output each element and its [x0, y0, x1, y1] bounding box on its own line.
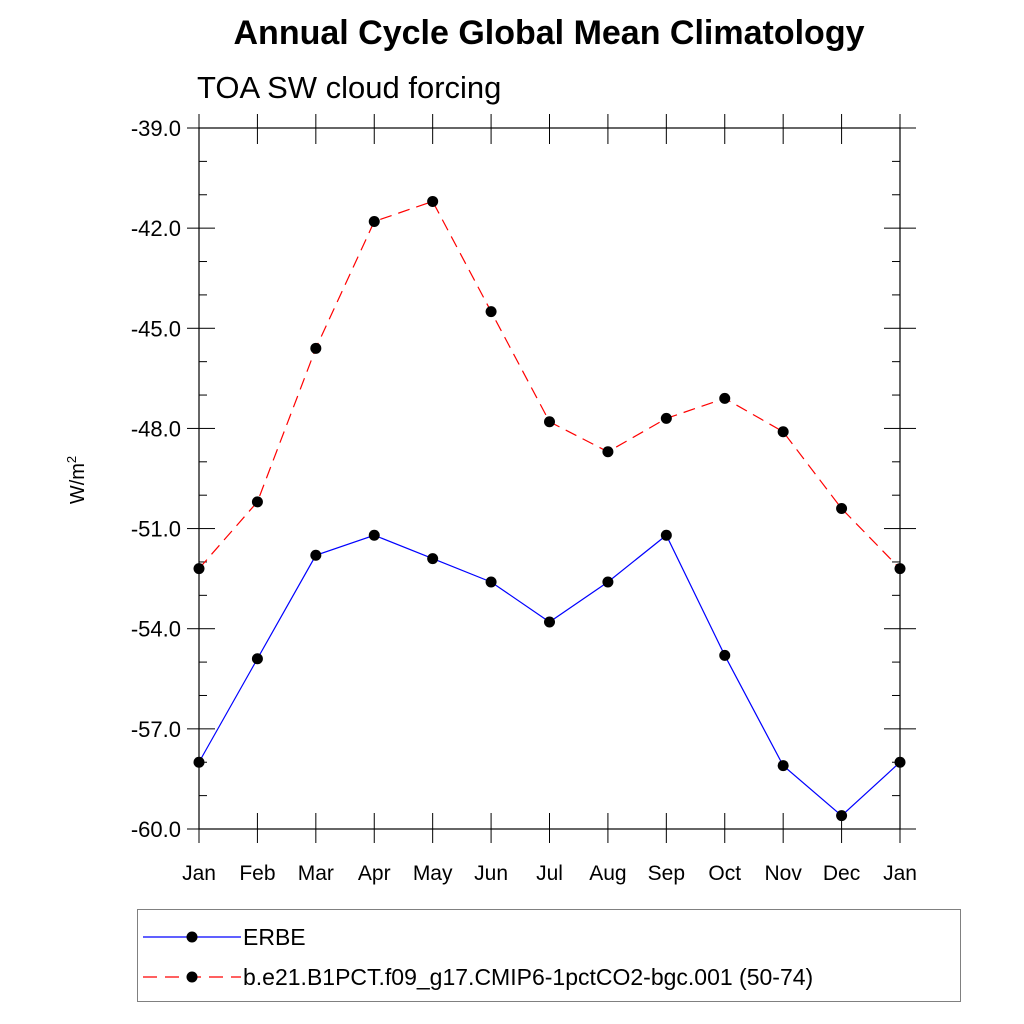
plot-frame — [198, 127, 901, 830]
x-tick-label: Jan — [883, 862, 917, 885]
y-axis-label-text: W/m — [67, 463, 89, 504]
y-tick-label: -57.0 — [131, 717, 181, 742]
legend: ERBE b.e21.B1PCT.f09_g17.CMIP6-1pctCO2-b… — [137, 909, 961, 1002]
series-0-point — [310, 549, 322, 561]
series-line-0 — [198, 534, 901, 817]
x-tick-label: Jul — [536, 862, 563, 885]
y-tick-label: -39.0 — [131, 116, 181, 141]
chart-subtitle: TOA SW cloud forcing — [197, 70, 502, 105]
legend-swatch-model — [143, 971, 241, 983]
series-1-point — [368, 215, 380, 227]
series-1-point — [251, 496, 263, 508]
x-tick-label: Sep — [648, 862, 685, 885]
x-tick-label: Dec — [823, 862, 860, 885]
series-1-point — [894, 563, 906, 575]
series-1-point — [719, 392, 731, 404]
series-0-point — [485, 576, 497, 588]
series-line-1 — [198, 200, 901, 570]
legend-item-model: b.e21.B1PCT.f09_g17.CMIP6-1pctCO2-bgc.00… — [138, 962, 960, 998]
series-0-point — [251, 653, 263, 665]
y-tick-label: -54.0 — [131, 617, 181, 642]
series-1-point — [310, 342, 322, 354]
legend-label-erbe: ERBE — [243, 924, 306, 950]
x-tick-label: May — [413, 862, 453, 885]
series-0-point — [602, 576, 614, 588]
y-axis-label-superscript: 2 — [64, 456, 79, 463]
series-1-point — [602, 446, 614, 458]
x-tick-label: Apr — [358, 862, 391, 885]
legend-label-model: b.e21.B1PCT.f09_g17.CMIP6-1pctCO2-bgc.00… — [243, 964, 814, 990]
series-0-point — [719, 649, 731, 661]
y-tick-label: -48.0 — [131, 416, 181, 441]
series-1-point — [660, 412, 672, 424]
x-tick-label: Nov — [764, 862, 802, 885]
series-1-point — [544, 416, 555, 428]
series-0-point — [193, 756, 205, 768]
series-0-point — [836, 810, 848, 822]
series-0-point — [777, 760, 789, 772]
legend-swatch-erbe — [143, 931, 241, 943]
chart-title: Annual Cycle Global Mean Climatology — [233, 14, 865, 52]
legend-item-erbe: ERBE — [138, 922, 960, 958]
series-1-point — [485, 306, 497, 318]
x-tick-label: Aug — [589, 862, 626, 885]
y-tick-label: -51.0 — [131, 517, 181, 542]
axes: -60.0 -57.0 -54.0 -51.0 -48.0 -45.0 -42.0 -39.0… — [131, 114, 917, 885]
series-1-point — [427, 195, 439, 207]
x-tick-label: Jun — [474, 862, 508, 885]
series-0-point — [544, 616, 555, 628]
series-1-point — [193, 563, 205, 575]
x-tick-label: Feb — [239, 862, 275, 885]
y-tick-label: -45.0 — [131, 316, 181, 341]
y-axis-label: W/m2 — [64, 456, 89, 504]
series-0-point — [368, 529, 380, 541]
series-1-point — [836, 503, 848, 515]
x-tick-label: Oct — [708, 862, 741, 885]
x-tick-label: Mar — [298, 862, 334, 885]
series-0-point — [427, 553, 439, 565]
series-0-point — [660, 529, 672, 541]
y-tick-label: -60.0 — [131, 817, 181, 842]
series-0-point — [894, 756, 906, 768]
series-layer — [193, 195, 906, 822]
series-1-point — [777, 426, 789, 438]
y-tick-label: -42.0 — [131, 216, 181, 241]
x-tick-label: Jan — [182, 862, 216, 885]
